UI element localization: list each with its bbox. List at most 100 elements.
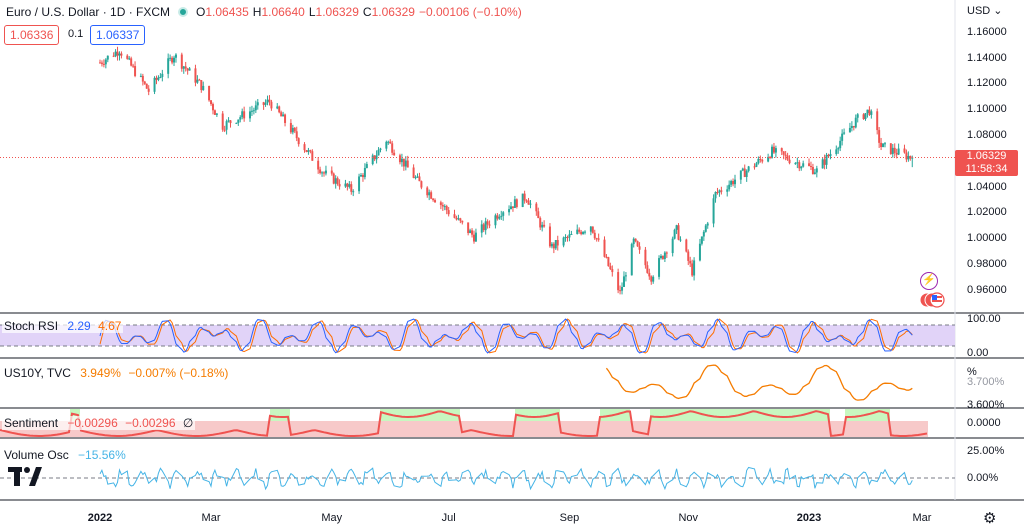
- candle-body: [584, 231, 587, 233]
- sentiment-value-1: −0.00296: [67, 416, 118, 430]
- candle-body: [759, 158, 762, 160]
- settings-gear-icon[interactable]: ⚙: [983, 510, 997, 527]
- candle-body: [457, 218, 460, 220]
- candle-body: [911, 157, 914, 159]
- candle-body: [132, 65, 135, 67]
- candle-body: [895, 152, 898, 155]
- candle-body: [741, 168, 744, 171]
- candle-body: [104, 59, 107, 65]
- candle-body: [880, 142, 883, 148]
- candle-body: [568, 234, 571, 238]
- candle-body: [488, 224, 491, 226]
- candle-body: [173, 57, 176, 63]
- buy-button[interactable]: 1.06337: [90, 25, 146, 45]
- candle-body: [229, 120, 232, 124]
- candle-body: [712, 198, 715, 224]
- stoch-tick-0: 0.00: [967, 347, 989, 359]
- candle-body: [303, 144, 306, 151]
- stoch-rsi-legend[interactable]: Stoch RSI 2.29 4.67: [2, 319, 124, 333]
- volume-osc-legend[interactable]: Volume Osc −15.56%: [2, 448, 128, 462]
- candle-body: [510, 206, 512, 210]
- tradingview-logo-icon[interactable]: [8, 464, 42, 490]
- candle-body: [589, 226, 592, 232]
- candle-body: [617, 272, 620, 291]
- candle-body: [523, 193, 526, 201]
- candle-body: [597, 238, 600, 240]
- candle-body: [471, 230, 474, 235]
- open-value: 1.06435: [205, 5, 249, 19]
- candle-body: [215, 113, 218, 115]
- candle-body: [675, 225, 678, 230]
- volosc-tick-25: 25.00%: [967, 445, 1005, 457]
- candle-body: [344, 183, 347, 187]
- sell-button[interactable]: 1.06336: [4, 25, 60, 45]
- candle-body: [99, 62, 101, 64]
- candle-body: [671, 238, 674, 254]
- us10y-legend[interactable]: US10Y, TVC 3.949% −0.007% (−0.18%): [2, 366, 231, 380]
- candle-body: [870, 111, 873, 115]
- candle-body: [276, 106, 279, 109]
- candle-body: [334, 178, 337, 184]
- time-axis-label: Jul: [441, 512, 456, 524]
- candle-body: [256, 102, 259, 106]
- candle-body: [665, 252, 668, 254]
- candle-body: [850, 125, 853, 128]
- candle-body: [439, 202, 442, 205]
- candle-body: [486, 221, 489, 225]
- candle-body: [679, 239, 682, 241]
- candle-body: [428, 192, 431, 196]
- spread-value: 0.1: [68, 28, 84, 40]
- sentiment-tick-0: 0.0000: [967, 417, 1001, 429]
- candle-body: [907, 155, 910, 160]
- sentiment-legend[interactable]: Sentiment −0.00296 −0.00296 ∅: [2, 416, 196, 430]
- candle-body: [128, 58, 131, 60]
- symbol-title[interactable]: Euro / U.S. Dollar · 1D · FXCM: [6, 5, 171, 19]
- candle-body: [360, 175, 363, 177]
- candle-body: [102, 63, 105, 65]
- candle-body: [841, 133, 844, 141]
- candle-body: [771, 146, 774, 158]
- candle-body: [243, 111, 246, 119]
- candle-body: [782, 151, 785, 155]
- candle-body: [767, 156, 770, 162]
- candle-body: [580, 231, 583, 235]
- chevron-down-icon: ⌄: [993, 5, 1003, 17]
- candle-body: [225, 121, 228, 130]
- low-value: 1.06329: [315, 5, 359, 19]
- candle-body: [426, 187, 429, 196]
- us-flag-event-icon[interactable]: [919, 292, 945, 308]
- candle-body: [482, 224, 485, 231]
- currency-selector[interactable]: USD ⌄: [967, 4, 1003, 17]
- candle-body: [621, 286, 624, 291]
- price-tick-label: 1.04000: [967, 180, 1007, 193]
- candle-body: [266, 99, 269, 103]
- candle-body: [346, 183, 349, 187]
- candle-body: [515, 199, 518, 207]
- candle-body: [702, 231, 705, 237]
- candle-body: [174, 54, 177, 58]
- candle-body: [496, 215, 499, 219]
- candle-body: [556, 240, 559, 246]
- candle-body: [474, 232, 477, 242]
- candle-body: [714, 192, 717, 199]
- candle-body: [706, 223, 709, 226]
- candle-body: [106, 55, 109, 60]
- sentiment-value-2: −0.00296: [125, 416, 176, 430]
- candle-body: [116, 51, 119, 56]
- candle-body: [794, 163, 797, 165]
- candle-body: [377, 149, 380, 156]
- candle-body: [868, 109, 871, 115]
- candle-body: [338, 184, 341, 187]
- candle-body: [375, 155, 378, 160]
- candle-body: [434, 200, 437, 203]
- price-tick-label: 0.96000: [967, 283, 1007, 296]
- candle-body: [398, 155, 401, 163]
- candle-body: [130, 58, 133, 66]
- candle-body: [441, 204, 444, 207]
- candle-body: [564, 237, 567, 239]
- candle-body: [387, 141, 390, 143]
- lightning-icon[interactable]: ⚡: [920, 272, 938, 290]
- candle-body: [537, 211, 540, 219]
- time-axis-label: Mar: [201, 512, 221, 524]
